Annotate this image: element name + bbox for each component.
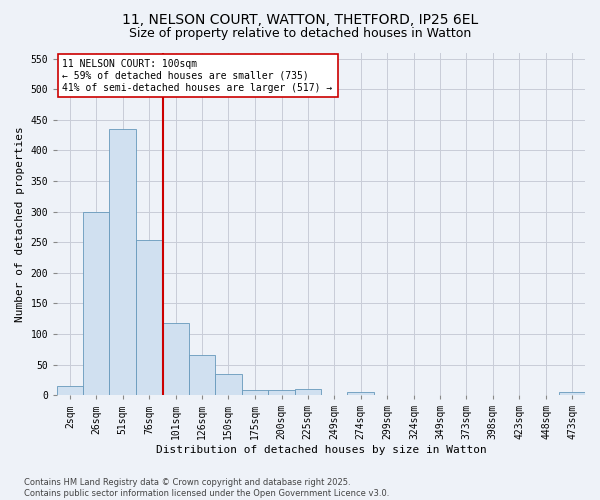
- Bar: [242, 390, 268, 395]
- Text: 11, NELSON COURT, WATTON, THETFORD, IP25 6EL: 11, NELSON COURT, WATTON, THETFORD, IP25…: [122, 12, 478, 26]
- Bar: [559, 392, 585, 395]
- Text: Contains HM Land Registry data © Crown copyright and database right 2025.
Contai: Contains HM Land Registry data © Crown c…: [24, 478, 389, 498]
- X-axis label: Distribution of detached houses by size in Watton: Distribution of detached houses by size …: [156, 445, 487, 455]
- Bar: [136, 240, 163, 395]
- Bar: [268, 390, 295, 395]
- Bar: [215, 374, 242, 395]
- Bar: [347, 392, 374, 395]
- Y-axis label: Number of detached properties: Number of detached properties: [15, 126, 25, 322]
- Text: 11 NELSON COURT: 100sqm
← 59% of detached houses are smaller (735)
41% of semi-d: 11 NELSON COURT: 100sqm ← 59% of detache…: [62, 60, 333, 92]
- Bar: [83, 212, 109, 395]
- Text: Size of property relative to detached houses in Watton: Size of property relative to detached ho…: [129, 28, 471, 40]
- Bar: [109, 129, 136, 395]
- Bar: [163, 323, 190, 395]
- Bar: [190, 356, 215, 395]
- Bar: [295, 389, 320, 395]
- Bar: [57, 386, 83, 395]
